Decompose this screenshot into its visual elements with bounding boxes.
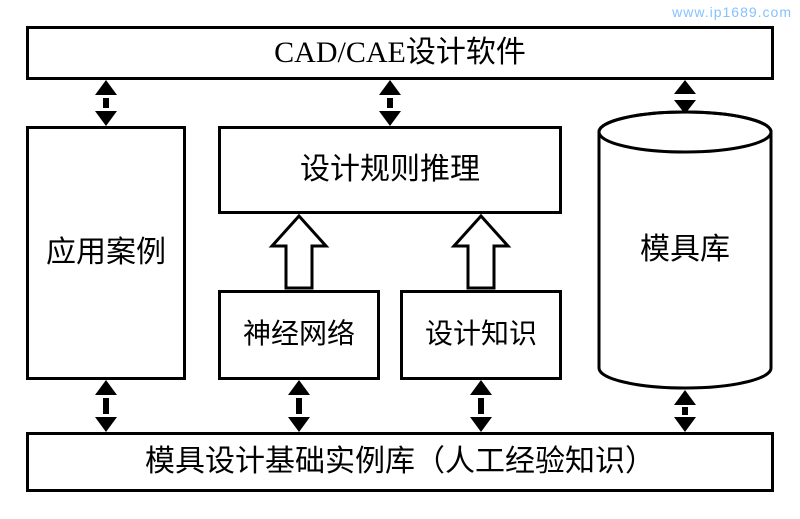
- node-top: CAD/CAE设计软件: [26, 26, 774, 80]
- arrow-moldlib-bottom: [673, 390, 697, 432]
- node-rule-label: 设计规则推理: [300, 152, 480, 188]
- arrow-nn-bottom: [287, 380, 311, 432]
- node-nn: 神经网络: [218, 290, 380, 380]
- arrow-appcase-bottom: [94, 380, 118, 432]
- diagram-canvas: www.ip1689.com CAD/CAE设计软件 应用案例 设计规则推理 神…: [0, 0, 800, 519]
- arrow-top-moldlib: [673, 80, 697, 114]
- node-top-label: CAD/CAE设计软件: [274, 35, 526, 71]
- node-rule: 设计规则推理: [218, 126, 562, 214]
- arrow-knowledge-rule: [454, 216, 508, 288]
- node-mold-lib-label: 模具库: [640, 232, 730, 268]
- node-knowledge-label: 设计知识: [425, 318, 537, 352]
- node-bottom: 模具设计基础实例库（人工经验知识）: [26, 432, 774, 492]
- node-knowledge: 设计知识: [400, 290, 562, 380]
- arrow-nn-rule: [272, 216, 326, 288]
- node-bottom-label: 模具设计基础实例库（人工经验知识）: [145, 444, 655, 480]
- watermark-text: www.ip1689.com: [672, 4, 792, 20]
- arrow-top-rule: [378, 80, 402, 126]
- node-mold-lib-label-wrap: 模具库: [596, 150, 774, 350]
- arrow-knowledge-bottom: [469, 380, 493, 432]
- node-nn-label: 神经网络: [243, 318, 355, 352]
- arrow-top-appcase: [94, 80, 118, 126]
- node-app-case: 应用案例: [26, 126, 186, 380]
- node-app-case-label: 应用案例: [46, 235, 166, 271]
